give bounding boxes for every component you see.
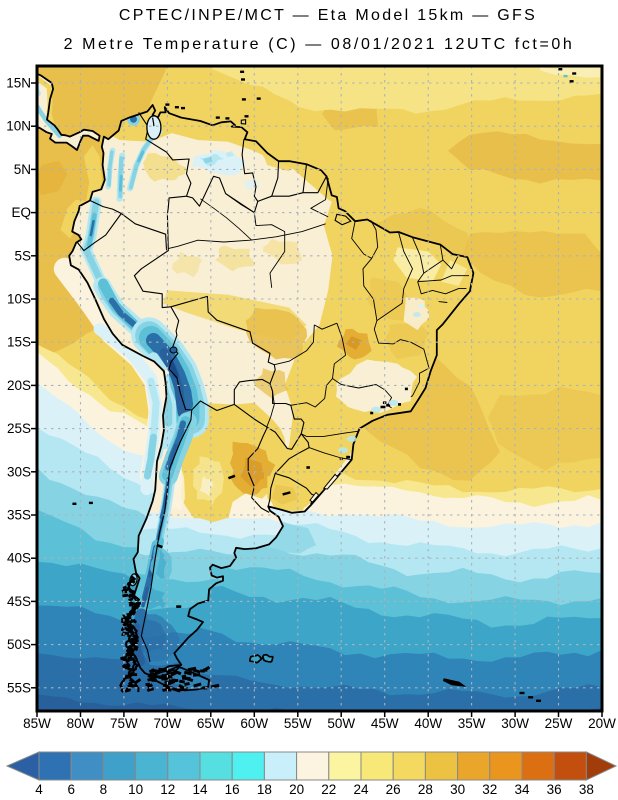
svg-text:10: 10 — [128, 782, 143, 797]
svg-text:85W: 85W — [23, 716, 51, 731]
svg-text:45W: 45W — [371, 716, 399, 731]
svg-text:70W: 70W — [154, 716, 182, 731]
svg-text:80W: 80W — [67, 716, 95, 731]
svg-text:40W: 40W — [414, 716, 442, 731]
svg-text:15S: 15S — [7, 335, 31, 350]
svg-text:30S: 30S — [7, 464, 31, 479]
svg-text:60W: 60W — [240, 716, 268, 731]
svg-text:30W: 30W — [501, 716, 529, 731]
svg-text:30: 30 — [450, 782, 465, 797]
svg-text:15N: 15N — [6, 76, 31, 91]
svg-text:20S: 20S — [7, 378, 31, 393]
svg-text:5S: 5S — [14, 248, 31, 263]
svg-text:12: 12 — [160, 782, 175, 797]
svg-text:4: 4 — [35, 782, 43, 797]
svg-text:24: 24 — [353, 782, 369, 797]
svg-text:25W: 25W — [545, 716, 573, 731]
svg-text:32: 32 — [482, 782, 497, 797]
svg-text:8: 8 — [100, 782, 108, 797]
svg-text:25S: 25S — [7, 421, 31, 436]
svg-text:10N: 10N — [6, 119, 31, 134]
svg-text:34: 34 — [514, 782, 530, 797]
svg-text:40S: 40S — [7, 551, 31, 566]
svg-text:2 Metre Temperature (C) — 08/0: 2 Metre Temperature (C) — 08/01/2021 12U… — [64, 36, 575, 53]
svg-text:55S: 55S — [7, 680, 31, 695]
svg-text:26: 26 — [386, 782, 401, 797]
svg-text:14: 14 — [192, 782, 208, 797]
svg-text:36: 36 — [547, 782, 562, 797]
svg-text:55W: 55W — [284, 716, 312, 731]
svg-text:45S: 45S — [7, 594, 31, 609]
svg-text:75W: 75W — [110, 716, 138, 731]
svg-text:CPTEC/INPE/MCT — Eta Model 15: CPTEC/INPE/MCT — Eta Model 15km — GFS — [119, 7, 537, 24]
svg-text:35S: 35S — [7, 508, 31, 523]
svg-text:6: 6 — [67, 782, 75, 797]
svg-text:5N: 5N — [14, 162, 31, 177]
svg-text:22: 22 — [321, 782, 336, 797]
svg-text:18: 18 — [257, 782, 272, 797]
svg-text:38: 38 — [579, 782, 594, 797]
svg-text:28: 28 — [418, 782, 433, 797]
svg-text:16: 16 — [225, 782, 240, 797]
svg-text:EQ: EQ — [11, 205, 31, 220]
svg-text:20W: 20W — [588, 716, 616, 731]
svg-text:50S: 50S — [7, 637, 31, 652]
svg-text:35W: 35W — [458, 716, 486, 731]
svg-text:20: 20 — [289, 782, 304, 797]
svg-text:10S: 10S — [7, 292, 31, 307]
svg-text:65W: 65W — [197, 716, 225, 731]
svg-text:50W: 50W — [327, 716, 355, 731]
